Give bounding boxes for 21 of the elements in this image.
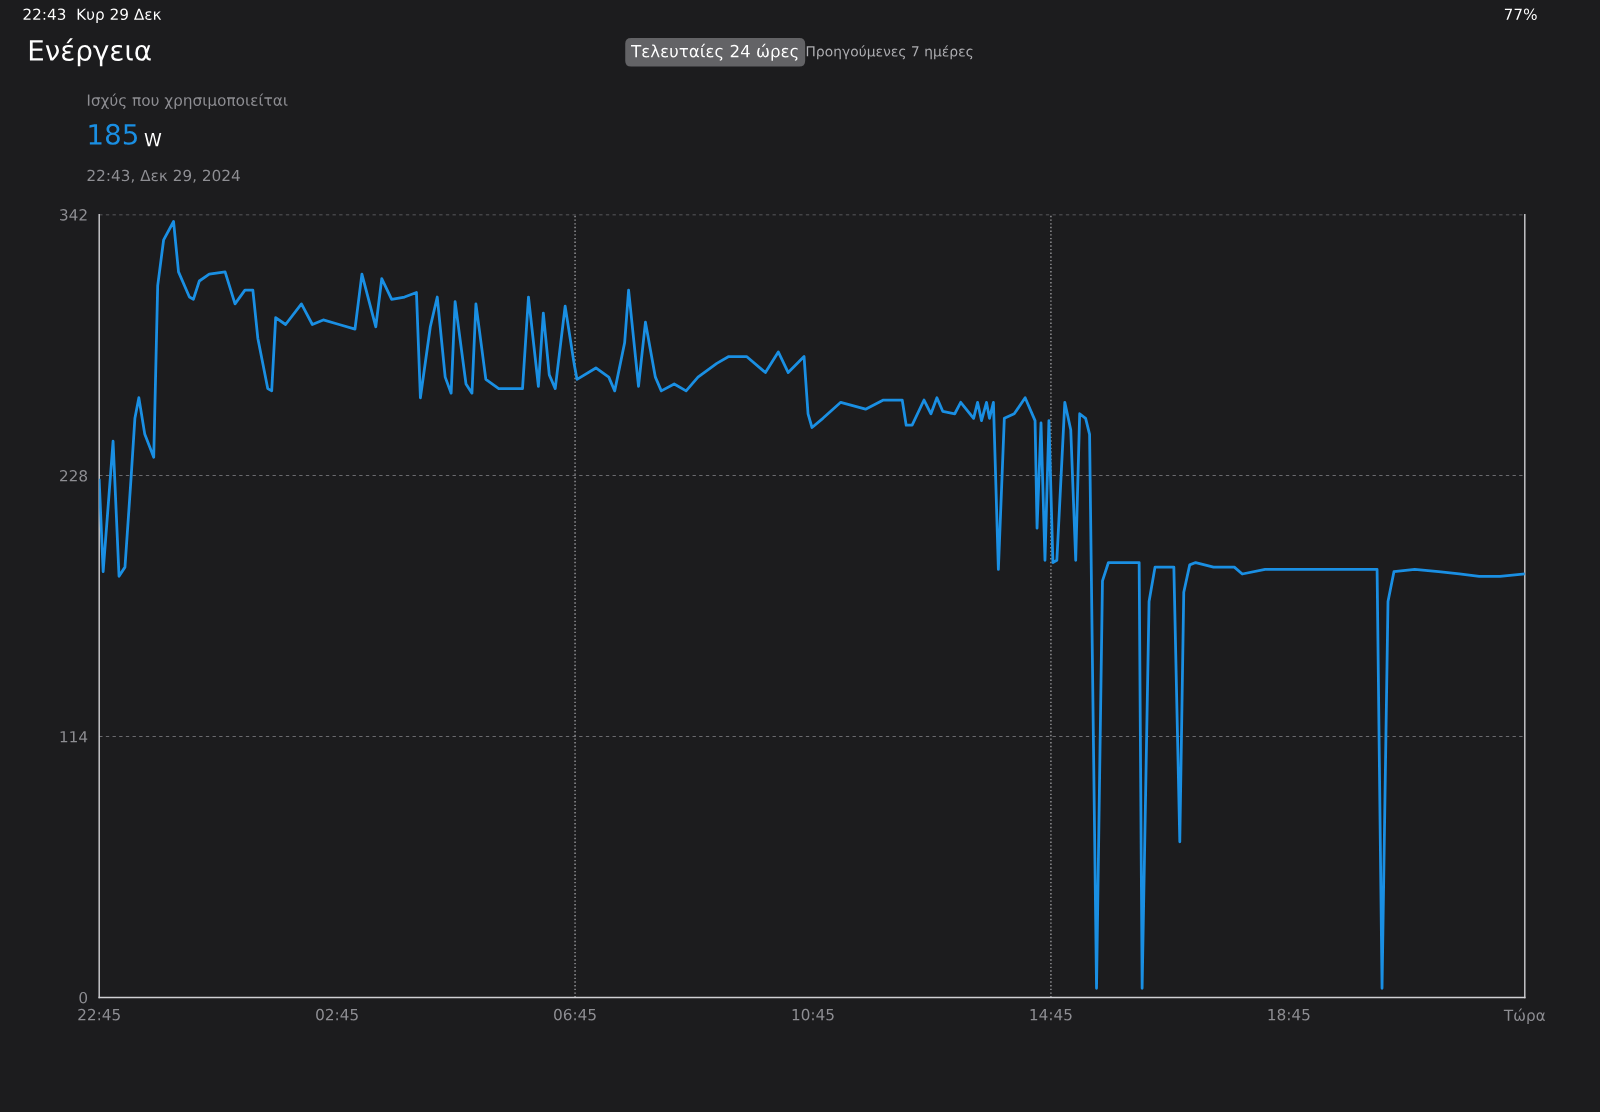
- text: 77%: [1504, 8, 1537, 20]
- text: Προηγούμενες 7 ημέρες: [806, 45, 973, 60]
- y-tick-label: 114: [60, 731, 88, 743]
- text: 185: [89, 123, 137, 145]
- chart-title: Ενέργεια: [29, 38, 151, 67]
- x-tick-label: 14:45: [1030, 1009, 1072, 1021]
- text: 22:43 Κυρ 29 Δεκ: [23, 8, 162, 23]
- y-tick-label: 342: [60, 209, 87, 221]
- line-series: [99, 220, 1525, 990]
- text: W: [144, 133, 162, 147]
- x-tick-label: 06:45: [554, 1008, 596, 1021]
- y-tick-label: 228: [60, 470, 88, 482]
- x-tick-label: 18:45: [1268, 1008, 1310, 1021]
- x-tick-label: 22:45: [78, 1008, 120, 1021]
- chart-subtitle: Ισχύς που χρησιμοποιείται: [87, 93, 288, 109]
- x-tick-label: 02:45: [316, 1008, 358, 1021]
- text: Τελευταίες 24 ώρες: [631, 43, 798, 61]
- y-tick-label: 0: [79, 991, 88, 1004]
- x-tick-label: Τώρα: [1503, 1008, 1546, 1024]
- text: 22:43, Δεκ 29, 2024: [87, 169, 240, 183]
- x-tick-label: 10:45: [792, 1008, 834, 1021]
